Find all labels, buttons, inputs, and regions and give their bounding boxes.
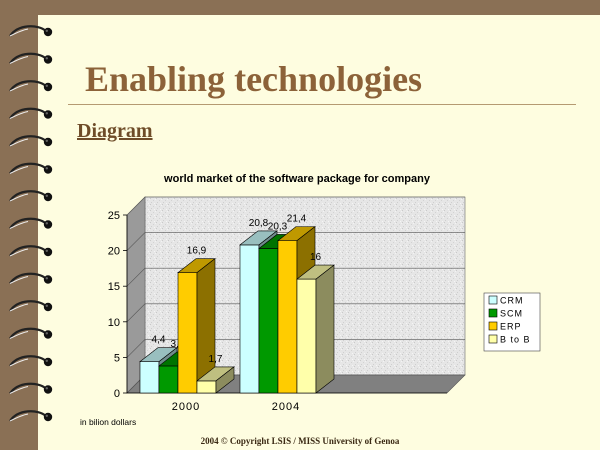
legend-label: ERP bbox=[500, 322, 522, 332]
data-label: 16 bbox=[310, 252, 322, 263]
x-tick-label: 2004 bbox=[272, 401, 300, 413]
data-label: 20,3 bbox=[268, 221, 288, 232]
slide-title: Enabling technologies bbox=[85, 59, 423, 99]
chart-unit-note: in bilion dollars bbox=[80, 417, 136, 427]
gridline bbox=[126, 196, 465, 216]
gridline bbox=[126, 232, 465, 251]
spiral-binding bbox=[9, 25, 53, 422]
data-label: 16,9 bbox=[187, 246, 207, 257]
binding-ring bbox=[9, 217, 53, 230]
gridline bbox=[126, 267, 465, 287]
footer-copyright: 2004 © Copyright LSIS / MISS University … bbox=[200, 436, 400, 446]
y-tick-label: 0 bbox=[114, 388, 120, 400]
data-label: 21,4 bbox=[287, 214, 307, 225]
bar-b-to-b-2004 bbox=[296, 264, 335, 394]
gridline bbox=[126, 303, 465, 323]
binding-ring bbox=[9, 410, 53, 422]
binding-ring bbox=[9, 52, 53, 65]
legend-label: CRM bbox=[500, 296, 524, 306]
data-label: 4,4 bbox=[152, 335, 166, 346]
title-divider bbox=[68, 104, 576, 105]
legend-label: B to B bbox=[500, 335, 531, 345]
y-tick-label: 5 bbox=[114, 352, 120, 364]
data-label: 1,7 bbox=[209, 354, 223, 365]
legend-swatch bbox=[488, 308, 498, 318]
data-label: 20,8 bbox=[249, 218, 269, 229]
chart-legend: CRM SCM ERP B to B bbox=[483, 292, 541, 352]
binding-ring bbox=[9, 355, 53, 367]
binding-ring bbox=[9, 382, 53, 395]
binding-ring bbox=[9, 245, 53, 257]
legend-label: SCM bbox=[500, 309, 523, 319]
bar-erp-2000 bbox=[177, 258, 216, 394]
y-tick-label: 20 bbox=[108, 246, 120, 258]
binding-ring bbox=[9, 80, 53, 92]
y-tick-label: 15 bbox=[108, 281, 120, 293]
legend-swatch bbox=[488, 295, 498, 305]
legend-swatch bbox=[488, 321, 498, 331]
binding-ring bbox=[9, 162, 53, 175]
gridline bbox=[126, 339, 465, 358]
binding-ring bbox=[9, 190, 53, 202]
chart-title: world market of the software package for… bbox=[163, 173, 431, 185]
legend-swatch bbox=[488, 334, 498, 344]
binding-ring bbox=[9, 300, 53, 312]
binding-ring bbox=[9, 272, 53, 285]
binding-ring bbox=[9, 327, 53, 340]
bar-b-to-b-2000 bbox=[196, 366, 235, 394]
y-tick-label: 10 bbox=[108, 317, 120, 329]
slide-subtitle: Diagram bbox=[77, 120, 153, 142]
binding-ring bbox=[9, 25, 53, 37]
y-tick-label: 25 bbox=[108, 210, 120, 222]
binding-ring bbox=[9, 107, 53, 120]
binding-ring bbox=[9, 135, 53, 147]
x-tick-label: 2000 bbox=[172, 401, 200, 413]
